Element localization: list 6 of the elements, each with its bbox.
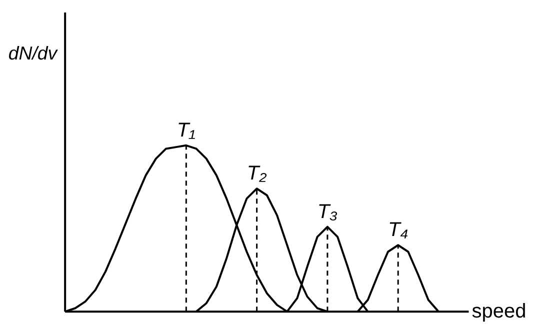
series-label: T₃ — [317, 200, 338, 223]
series-label: T₁ — [176, 119, 196, 142]
x-axis-title: speed — [472, 300, 526, 323]
series-label: T₂ — [246, 162, 268, 185]
series-label: T₄ — [388, 219, 408, 242]
y-axis-title: dN/dv — [8, 42, 59, 64]
